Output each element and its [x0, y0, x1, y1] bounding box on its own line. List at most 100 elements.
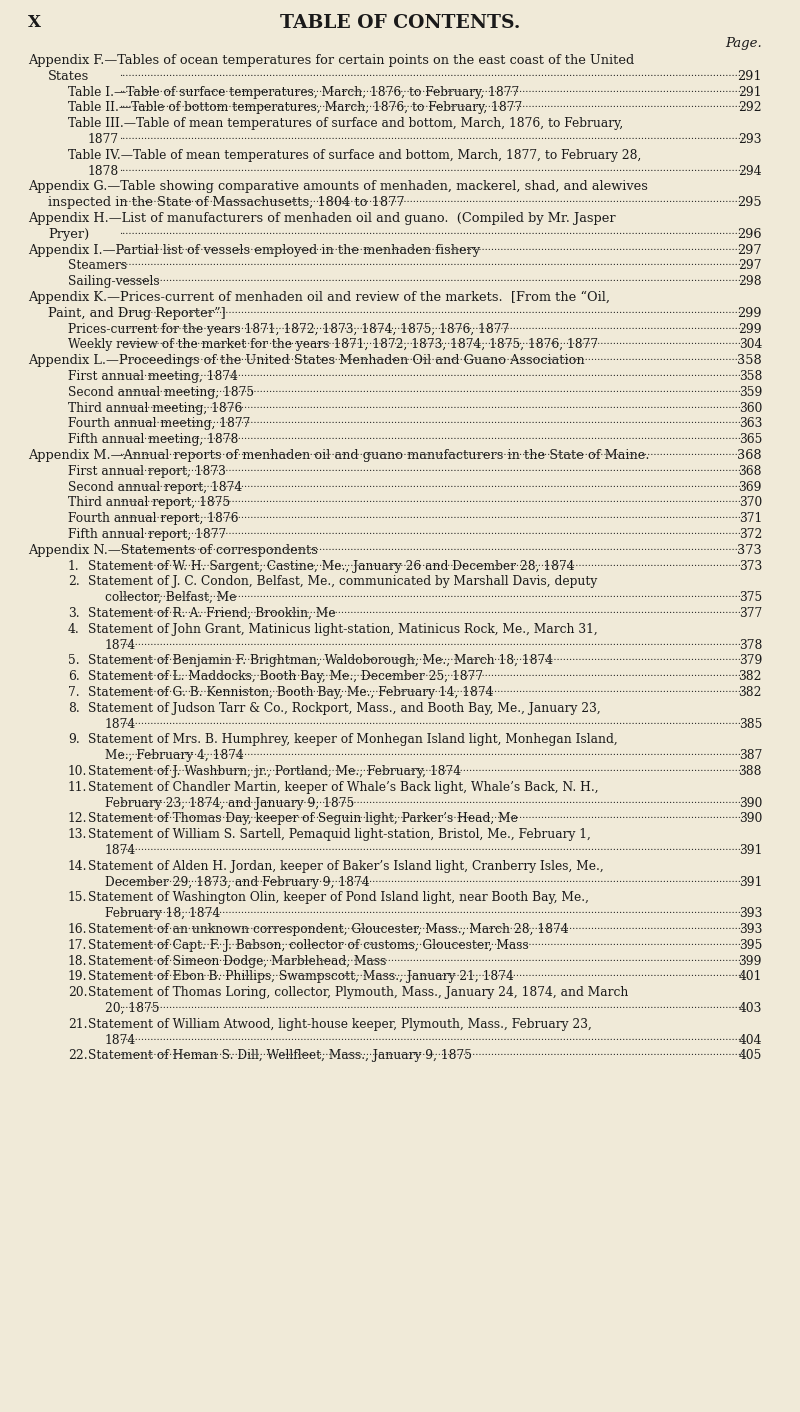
Text: 385: 385: [738, 717, 762, 730]
Text: ................................................................................: ........................................…: [119, 85, 744, 93]
Text: Statement of Judson Tarr & Co., Rockport, Mass., and Booth Bay, Me., January 23,: Statement of Judson Tarr & Co., Rockport…: [88, 702, 601, 714]
Text: 368: 368: [738, 449, 762, 462]
Text: 395: 395: [738, 939, 762, 952]
Text: 2.: 2.: [68, 576, 80, 589]
Text: ................................................................................: ........................................…: [119, 953, 744, 963]
Text: 360: 360: [738, 401, 762, 415]
Text: Table III.—Table of mean temperatures of surface and bottom, March, 1876, to Feb: Table III.—Table of mean temperatures of…: [68, 117, 623, 130]
Text: 1877: 1877: [88, 133, 119, 145]
Text: 368: 368: [738, 465, 762, 477]
Text: 292: 292: [738, 102, 762, 114]
Text: ................................................................................: ........................................…: [119, 164, 744, 172]
Text: 299: 299: [738, 306, 762, 319]
Text: 359: 359: [738, 385, 762, 398]
Text: 8.: 8.: [68, 702, 80, 714]
Text: Statement of John Grant, Matinicus light-station, Matinicus Rock, Me., March 31,: Statement of John Grant, Matinicus light…: [88, 623, 598, 635]
Text: 291: 291: [738, 86, 762, 99]
Text: 14.: 14.: [68, 860, 87, 873]
Text: 1.: 1.: [68, 559, 80, 573]
Text: Statement of G. B. Kenniston, Booth Bay, Me., February 14, 1874: Statement of G. B. Kenniston, Booth Bay,…: [88, 686, 494, 699]
Text: ................................................................................: ........................................…: [119, 448, 744, 457]
Text: Third annual report, 1875: Third annual report, 1875: [68, 497, 230, 510]
Text: 10.: 10.: [68, 765, 87, 778]
Text: ................................................................................: ........................................…: [119, 480, 744, 489]
Text: 304: 304: [738, 339, 762, 352]
Text: Statement of Heman S. Dill, Wellfleet, Mass., January 9, 1875: Statement of Heman S. Dill, Wellfleet, M…: [88, 1049, 472, 1062]
Text: X: X: [28, 14, 41, 31]
Text: 390: 390: [738, 812, 762, 826]
Text: Statement of L. Maddocks, Booth Bay, Me., December 25, 1877: Statement of L. Maddocks, Booth Bay, Me.…: [88, 671, 483, 683]
Text: ................................................................................: ........................................…: [119, 463, 744, 473]
Text: ................................................................................: ........................................…: [119, 337, 744, 346]
Text: Appendix I.—Partial list of vessels employed in the menhaden fishery: Appendix I.—Partial list of vessels empl…: [28, 244, 480, 257]
Text: ................................................................................: ........................................…: [119, 542, 744, 552]
Text: Fourth annual meeting, 1877: Fourth annual meeting, 1877: [68, 418, 250, 431]
Text: TABLE OF CONTENTS.: TABLE OF CONTENTS.: [280, 14, 520, 32]
Text: 363: 363: [738, 418, 762, 431]
Text: 358: 358: [738, 370, 762, 383]
Text: Statement of Thomas Day, keeper of Seguin light, Parker’s Head, Me: Statement of Thomas Day, keeper of Segui…: [88, 812, 518, 826]
Text: Appendix F.—Tables of ocean temperatures for certain points on the east coast of: Appendix F.—Tables of ocean temperatures…: [28, 54, 634, 66]
Text: Statement of an unknown correspondent, Gloucester, Mass., March 28, 1874: Statement of an unknown correspondent, G…: [88, 923, 569, 936]
Text: inspected in the State of Massachusetts, 1804 to 1877: inspected in the State of Massachusetts,…: [48, 196, 405, 209]
Text: Sailing-vessels: Sailing-vessels: [68, 275, 160, 288]
Text: Statement of Ebon B. Phillips, Swampscott, Mass., January 21, 1874: Statement of Ebon B. Phillips, Swampscot…: [88, 970, 514, 983]
Text: Table I.—Table of surface temperatures, March, 1876, to February, 1877: Table I.—Table of surface temperatures, …: [68, 86, 519, 99]
Text: 365: 365: [738, 433, 762, 446]
Text: 387: 387: [738, 750, 762, 762]
Text: Weekly review of the market for the years 1871, 1872, 1873, 1874, 1875, 1876, 18: Weekly review of the market for the year…: [68, 339, 598, 352]
Text: ................................................................................: ........................................…: [119, 970, 744, 979]
Text: ................................................................................: ........................................…: [119, 1048, 744, 1058]
Text: ................................................................................: ........................................…: [119, 764, 744, 772]
Text: 298: 298: [738, 275, 762, 288]
Text: 1874: 1874: [105, 717, 136, 730]
Text: Appendix G.—Table showing comparative amounts of menhaden, mackerel, shad, and a: Appendix G.—Table showing comparative am…: [28, 181, 648, 193]
Text: 16.: 16.: [68, 923, 87, 936]
Text: 299: 299: [738, 322, 762, 336]
Text: Statement of Benjamin F. Brightman, Waldoborough, Me., March 18, 1874: Statement of Benjamin F. Brightman, Wald…: [88, 654, 553, 668]
Text: collector, Belfast, Me: collector, Belfast, Me: [105, 592, 237, 604]
Text: Paint, and Drug Reporter”]: Paint, and Drug Reporter”]: [48, 306, 226, 319]
Text: 293: 293: [738, 133, 762, 145]
Text: 7.: 7.: [68, 686, 80, 699]
Text: ................................................................................: ........................................…: [119, 669, 744, 678]
Text: 391: 391: [738, 875, 762, 888]
Text: States: States: [48, 69, 90, 83]
Text: 405: 405: [738, 1049, 762, 1062]
Text: 379: 379: [738, 654, 762, 668]
Text: Statement of Washington Olin, keeper of Pond Island light, near Booth Bay, Me.,: Statement of Washington Olin, keeper of …: [88, 891, 589, 905]
Text: December 29, 1873, and February 9, 1874: December 29, 1873, and February 9, 1874: [105, 875, 370, 888]
Text: 12.: 12.: [68, 812, 87, 826]
Text: ................................................................................: ........................................…: [119, 306, 744, 315]
Text: Third annual meeting, 1876: Third annual meeting, 1876: [68, 401, 242, 415]
Text: Appendix L.—Proceedings of the United States Menhaden Oil and Guano Association: Appendix L.—Proceedings of the United St…: [28, 354, 585, 367]
Text: 297: 297: [738, 244, 762, 257]
Text: Statement of William S. Sartell, Pemaquid light-station, Bristol, Me., February : Statement of William S. Sartell, Pemaqui…: [88, 829, 591, 842]
Text: Appendix N.—Statements of correspondents: Appendix N.—Statements of correspondents: [28, 544, 318, 556]
Text: ................................................................................: ........................................…: [119, 590, 744, 599]
Text: February 18, 1874: February 18, 1874: [105, 907, 220, 921]
Text: ................................................................................: ........................................…: [119, 559, 744, 568]
Text: 20, 1875: 20, 1875: [105, 1003, 159, 1015]
Text: 358: 358: [738, 354, 762, 367]
Text: 373: 373: [738, 544, 762, 556]
Text: Statement of William Atwood, light-house keeper, Plymouth, Mass., February 23,: Statement of William Atwood, light-house…: [88, 1018, 592, 1031]
Text: Second annual meeting, 1875: Second annual meeting, 1875: [68, 385, 254, 398]
Text: ................................................................................: ........................................…: [119, 322, 744, 330]
Text: 1878: 1878: [88, 165, 119, 178]
Text: 15.: 15.: [68, 891, 87, 905]
Text: ................................................................................: ........................................…: [119, 432, 744, 441]
Text: 391: 391: [738, 844, 762, 857]
Text: Fifth annual report, 1877: Fifth annual report, 1877: [68, 528, 226, 541]
Text: Statement of R. A. Friend, Brooklin, Me: Statement of R. A. Friend, Brooklin, Me: [88, 607, 336, 620]
Text: ................................................................................: ........................................…: [119, 795, 744, 805]
Text: 1874: 1874: [105, 844, 136, 857]
Text: ................................................................................: ........................................…: [119, 874, 744, 884]
Text: ................................................................................: ........................................…: [119, 511, 744, 520]
Text: 18.: 18.: [68, 955, 87, 967]
Text: ................................................................................: ........................................…: [119, 1032, 744, 1042]
Text: ................................................................................: ........................................…: [119, 353, 744, 363]
Text: ................................................................................: ........................................…: [119, 654, 744, 662]
Text: 19.: 19.: [68, 970, 87, 983]
Text: 9.: 9.: [68, 733, 80, 747]
